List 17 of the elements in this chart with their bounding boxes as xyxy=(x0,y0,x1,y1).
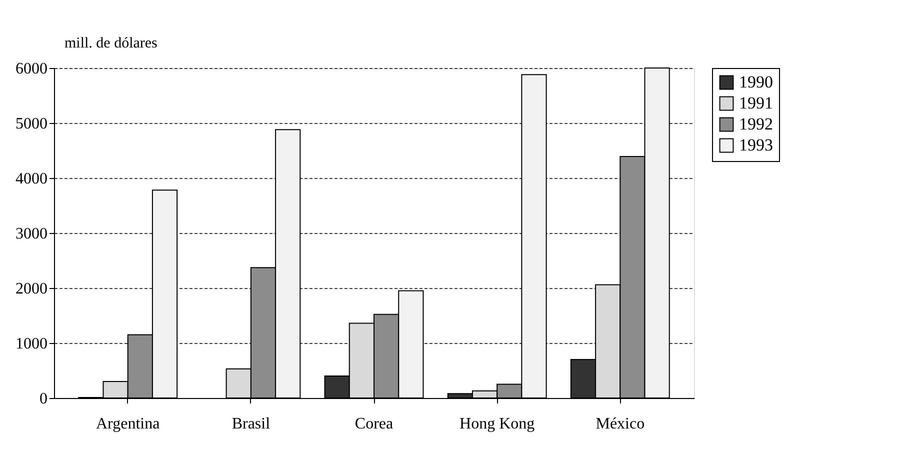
y-tick-label: 4000 xyxy=(16,170,48,188)
y-tick-label: 5000 xyxy=(16,116,48,132)
y-tick-label: 3000 xyxy=(16,226,48,242)
legend-label: 1993 xyxy=(739,136,773,154)
x-tick-label: Brasil xyxy=(232,416,271,432)
y-tick-label: 6000 xyxy=(16,60,48,78)
y-axis-title: mill. de dólares xyxy=(64,36,158,52)
legend-label: 1991 xyxy=(739,94,773,112)
legend-label: 1992 xyxy=(739,114,773,134)
y-tick-label: 0 xyxy=(40,390,48,408)
x-tick-label: México xyxy=(596,416,645,432)
x-tick-label: Argentina xyxy=(96,416,160,432)
y-tick-label: 1000 xyxy=(16,336,48,352)
x-tick-label: Corea xyxy=(354,416,394,432)
x-tick-label: Hong Kong xyxy=(460,416,535,432)
y-tick-label: 2000 xyxy=(16,280,48,298)
legend-label: 1990 xyxy=(739,72,773,92)
